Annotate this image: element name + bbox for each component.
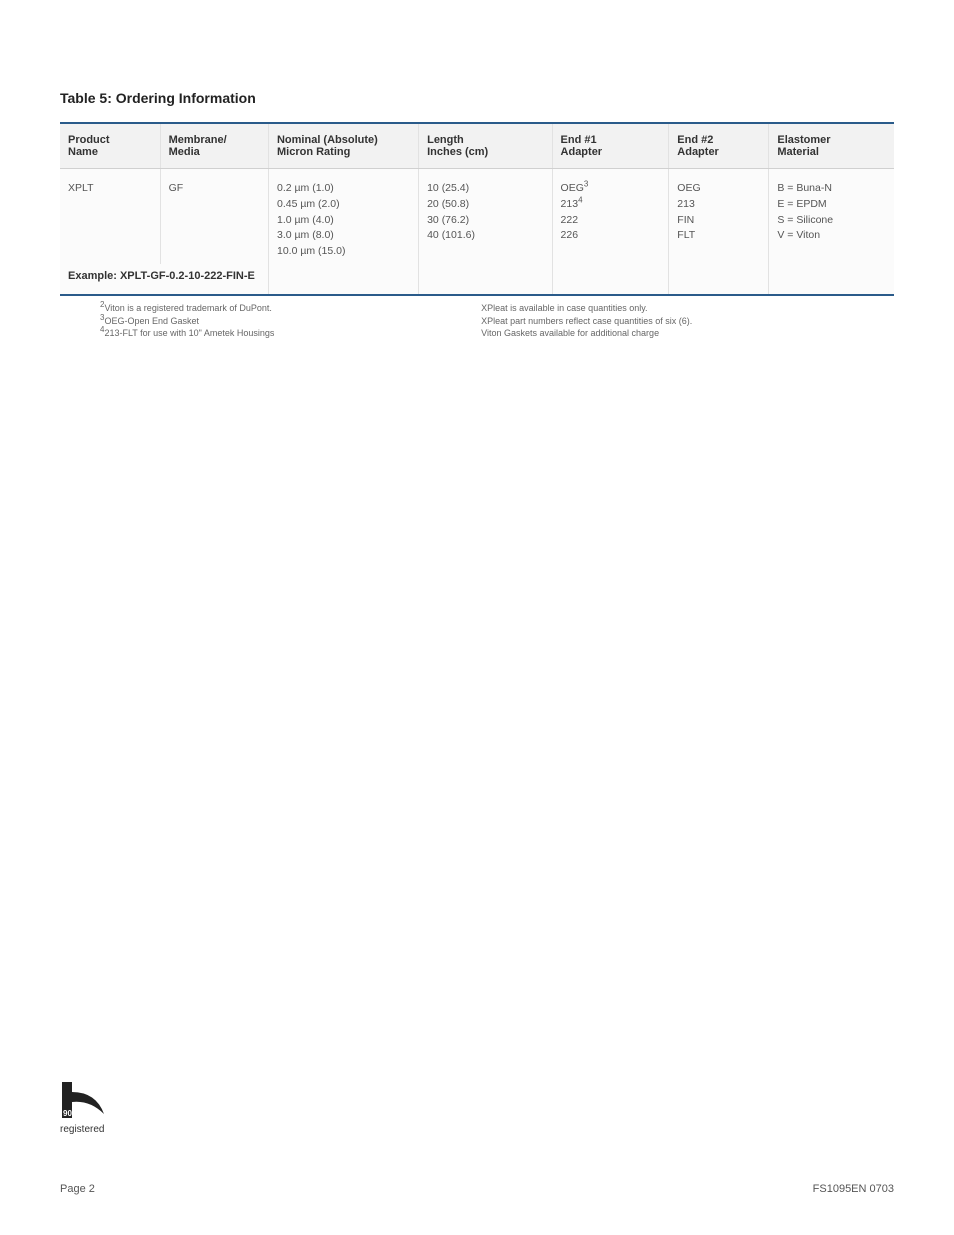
iso-icon: I S O 9001: [60, 1080, 110, 1124]
cell-product: XPLT: [60, 169, 160, 264]
page-footer: Page 2 FS1095EN 0703: [60, 1183, 894, 1195]
iso-registered: registered: [60, 1124, 110, 1135]
cell-media: GF: [160, 169, 268, 264]
table-header: ProductName Membrane/Media Nominal (Abso…: [60, 124, 894, 169]
cell-end1: OEG3 2134 222 226: [552, 169, 669, 264]
footnotes-left: 2Viton is a registered trademark of DuPo…: [60, 302, 481, 340]
cell-length: 10 (25.4) 20 (50.8) 30 (76.2) 40 (101.6): [419, 169, 552, 264]
document-page: Table 5: Ordering Information ProductNam…: [0, 0, 954, 1235]
example-text: Example: XPLT-GF-0.2-10-222-FIN-E: [60, 264, 268, 295]
example-row: Example: XPLT-GF-0.2-10-222-FIN-E: [60, 264, 894, 295]
col-end2: End #2Adapter: [669, 124, 769, 169]
col-elastomer: ElastomerMaterial: [769, 124, 894, 169]
footnotes-right: XPleat is available in case quantities o…: [481, 302, 894, 340]
cell-micron: 0.2 µm (1.0) 0.45 µm (2.0) 1.0 µm (4.0) …: [268, 169, 418, 264]
svg-text:9001: 9001: [63, 1109, 81, 1118]
iso-badge: I S O 9001 registered: [60, 1080, 110, 1135]
ordering-table: ProductName Membrane/Media Nominal (Abso…: [60, 124, 894, 294]
ordering-table-wrap: ProductName Membrane/Media Nominal (Abso…: [60, 122, 894, 296]
doc-code: FS1095EN 0703: [813, 1183, 894, 1195]
col-media: Membrane/Media: [160, 124, 268, 169]
table-row: XPLT GF 0.2 µm (1.0) 0.45 µm (2.0) 1.0 µ…: [60, 169, 894, 264]
col-end1: End #1Adapter: [552, 124, 669, 169]
col-product: ProductName: [60, 124, 160, 169]
page-number: Page 2: [60, 1183, 95, 1195]
cell-end2: OEG 213 FIN FLT: [669, 169, 769, 264]
cell-elastomer: B = Buna-N E = EPDM S = Silicone V = Vit…: [769, 169, 894, 264]
table-title: Table 5: Ordering Information: [60, 90, 894, 106]
col-micron: Nominal (Absolute)Micron Rating: [268, 124, 418, 169]
footnotes: 2Viton is a registered trademark of DuPo…: [60, 302, 894, 340]
col-length: LengthInches (cm): [419, 124, 552, 169]
